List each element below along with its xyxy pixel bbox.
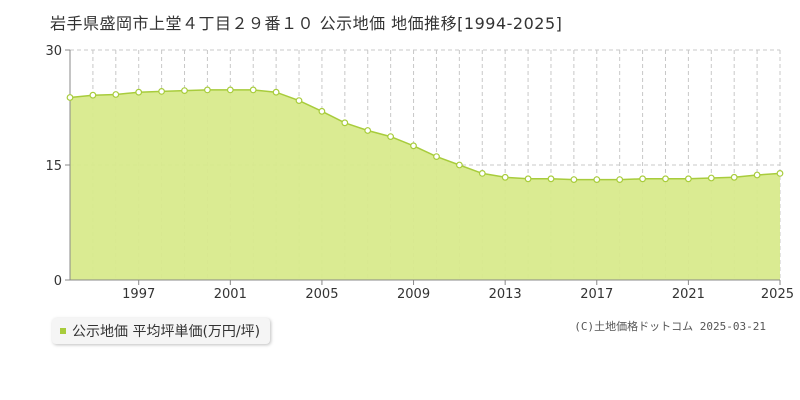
- data-point: [707, 174, 715, 182]
- data-point: [66, 94, 74, 101]
- data-point: [753, 171, 761, 179]
- data-point: [341, 119, 349, 127]
- x-tick-label: 1997: [122, 287, 155, 302]
- data-point: [593, 176, 601, 184]
- x-tick-label: 2025: [761, 287, 794, 302]
- x-tick-label: 2005: [305, 287, 338, 302]
- y-tick-label: 30: [45, 44, 62, 59]
- data-point: [89, 91, 97, 99]
- data-point: [730, 173, 738, 181]
- chart-title: 岩手県盛岡市上堂４丁目２９番１０ 公示地価 地価推移[1994-2025]: [50, 14, 563, 33]
- data-point: [387, 133, 395, 141]
- data-point: [547, 175, 555, 183]
- data-points: [66, 86, 784, 184]
- series-line: [69, 89, 781, 181]
- data-point: [181, 87, 188, 94]
- data-point: [249, 86, 257, 94]
- tick-labels: 0 15 30 1997 2001 2005 2009 2013 2017 2021 2025: [45, 44, 794, 302]
- data-point: [272, 88, 280, 96]
- data-point: [295, 97, 303, 104]
- data-point: [570, 176, 578, 184]
- data-point: [776, 169, 784, 177]
- data-point: [456, 161, 463, 169]
- area-fill: [70, 89, 780, 281]
- data-point: [433, 153, 440, 161]
- data-point: [135, 88, 143, 96]
- data-point: [662, 175, 669, 183]
- legend-swatch: [60, 328, 66, 334]
- y-tick-label: 15: [45, 159, 62, 174]
- x-tick-label: 2017: [580, 287, 613, 302]
- data-point: [203, 86, 211, 94]
- legend-label: 公示地価 平均坪単価(万円/坪): [72, 324, 261, 340]
- credit-text: (C)土地価格ドットコム 2025-03-21: [574, 320, 766, 333]
- data-point: [318, 107, 326, 115]
- x-tick-label: 2013: [489, 287, 522, 302]
- x-tick-label: 2021: [672, 287, 705, 302]
- x-tick-label: 2009: [397, 287, 430, 302]
- data-point: [226, 86, 234, 94]
- y-tick-label: 0: [54, 274, 62, 289]
- data-point: [478, 169, 486, 177]
- data-point: [639, 175, 646, 183]
- data-point: [364, 127, 372, 134]
- data-point: [501, 173, 509, 181]
- data-point: [616, 176, 624, 184]
- data-point: [410, 142, 417, 150]
- data-point: [524, 175, 532, 183]
- legend: 公示地価 平均坪単価(万円/坪): [52, 318, 271, 344]
- data-point: [685, 175, 692, 183]
- x-tick-label: 2001: [214, 287, 247, 302]
- data-point: [158, 87, 166, 95]
- data-point: [112, 91, 120, 98]
- axes: [65, 49, 781, 285]
